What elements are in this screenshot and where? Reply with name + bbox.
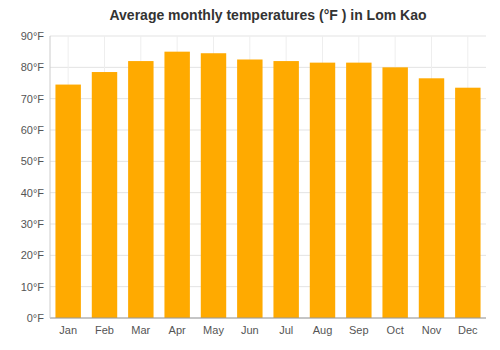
grid-line <box>50 67 486 68</box>
y-tick-label: 20°F <box>21 249 45 261</box>
y-axis: 0°F 10°F 20°F 30°F 40°F 50°F 60°F 70°F 80°F 90°F <box>21 30 45 324</box>
y-axis-line <box>50 36 51 318</box>
x-axis: Jan Feb Mar Apr May Jun Jul Aug Sep Oct Nov Dec <box>59 324 478 336</box>
x-tick-label: Oct <box>387 324 404 336</box>
y-tick-label: 70°F <box>21 93 45 105</box>
x-tick-label: Aug <box>313 324 333 336</box>
bar <box>455 88 480 318</box>
x-tick-label: Dec <box>458 324 478 336</box>
x-tick-label: May <box>203 324 224 336</box>
bars <box>55 52 480 318</box>
y-tick-label: 0°F <box>27 312 45 324</box>
y-tick-label: 90°F <box>21 30 45 42</box>
chart-svg: Average monthly temperatures (°F ) in Lo… <box>0 0 500 350</box>
bar <box>346 63 371 318</box>
bar <box>310 63 335 318</box>
bar <box>237 60 262 319</box>
x-tick-label: Sep <box>349 324 369 336</box>
y-tick-label: 80°F <box>21 61 45 73</box>
y-tick-label: 10°F <box>21 281 45 293</box>
y-tick-label: 60°F <box>21 124 45 136</box>
bar <box>55 85 80 318</box>
bar <box>201 53 226 318</box>
bar <box>92 72 117 318</box>
x-tick-label: Apr <box>169 324 186 336</box>
bar <box>382 67 407 318</box>
x-tick-label: Jul <box>279 324 293 336</box>
x-tick-label: Mar <box>131 324 150 336</box>
x-tick-label: Jan <box>59 324 77 336</box>
y-tick-label: 40°F <box>21 187 45 199</box>
chart-title: Average monthly temperatures (°F ) in Lo… <box>109 7 426 23</box>
grid <box>50 36 486 318</box>
chart-container: Average monthly temperatures (°F ) in Lo… <box>0 0 500 350</box>
bar <box>419 78 444 318</box>
background <box>0 0 500 350</box>
bar <box>128 61 153 318</box>
bar <box>164 52 189 318</box>
y-tick-label: 50°F <box>21 155 45 167</box>
grid-line <box>50 318 486 319</box>
x-tick-label: Nov <box>422 324 442 336</box>
y-tick-label: 30°F <box>21 218 45 230</box>
bar <box>273 61 298 318</box>
grid-line <box>50 36 486 37</box>
x-tick-label: Jun <box>241 324 259 336</box>
x-tick-label: Feb <box>95 324 114 336</box>
x-axis-line <box>50 318 486 319</box>
